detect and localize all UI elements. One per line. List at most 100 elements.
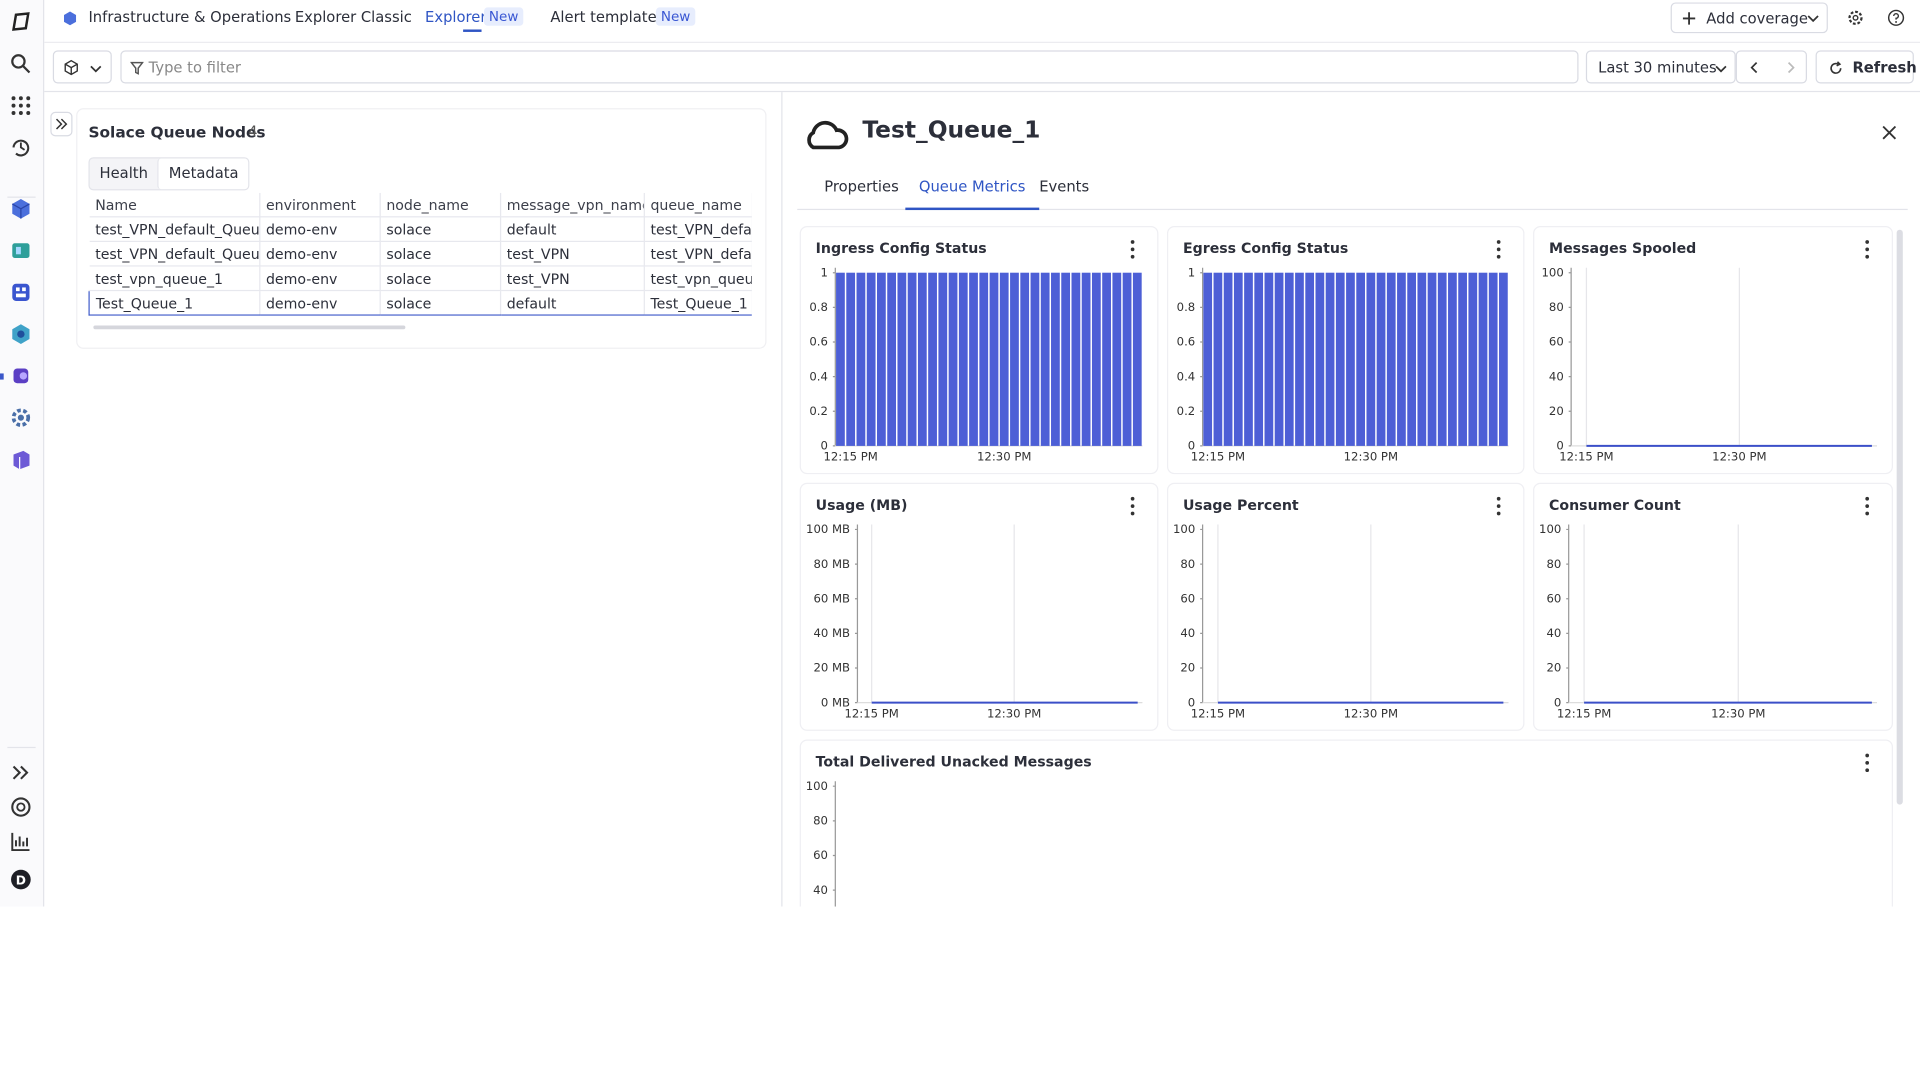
refresh-button[interactable]: Refresh (1815, 50, 1917, 84)
menu-dot (1865, 240, 1870, 244)
menu-dot (1865, 761, 1870, 765)
chart-card: Consumer Count 0 20 40 60 80 100 12:15 PM 12:30 … (1533, 482, 1893, 731)
active-underline (463, 29, 482, 32)
apps-icon[interactable] (9, 93, 34, 118)
bar (1040, 272, 1050, 446)
table-cell: default (499, 216, 645, 242)
app-icon[interactable] (9, 364, 34, 389)
divider (7, 746, 36, 749)
y-tick-label: 0.2 (809, 404, 828, 418)
chart: 0 20 40 60 80 100 12:15 PM 12:30 PM (1539, 496, 1878, 720)
bar (1335, 272, 1345, 446)
settings-icon[interactable] (1846, 9, 1864, 27)
bar (1488, 272, 1498, 446)
timeframe-selector[interactable]: Last 30 minutes (1585, 50, 1736, 84)
stats-icon[interactable] (9, 829, 34, 854)
table-cell: test_VPN (499, 241, 645, 267)
settings-app-icon[interactable] (9, 405, 34, 430)
bar (1325, 272, 1335, 446)
view-tab[interactable]: Metadata (157, 158, 249, 190)
nav-tab[interactable]: Explorer (425, 8, 487, 26)
bar (1102, 272, 1111, 446)
chart-menu[interactable] (1130, 240, 1135, 259)
expand-panel[interactable] (50, 111, 73, 137)
table-cell: demo-env (259, 241, 381, 267)
x-tick-label: 12:15 PM (844, 706, 898, 720)
menu-dot (1496, 496, 1501, 501)
y-tick-label: 80 (1180, 557, 1195, 571)
app-name[interactable]: Infrastructure & Operations (88, 8, 292, 26)
table-row[interactable]: test_VPN_default_Queue demo-env solace defa… (89, 216, 752, 242)
bar (1417, 272, 1427, 446)
previous[interactable] (1749, 61, 1761, 74)
entity-type-dropdown[interactable] (52, 50, 112, 84)
y-tick-label: 0.2 (1177, 404, 1196, 418)
table-row[interactable]: test_vpn_queue_1 demo-env solace test_VPN te… (89, 265, 752, 292)
chart-menu[interactable] (1496, 240, 1501, 259)
table-row[interactable]: Test_Queue_1 demo-env solace default Test_Qu… (88, 289, 752, 316)
chart-card: Usage Percent 0 20 40 60 80 100 12:15 PM 12:30 P… (1166, 482, 1525, 731)
expand-icon (55, 118, 68, 130)
nav-tab[interactable]: Explorer Classic (294, 8, 412, 26)
infra-icon[interactable] (9, 197, 34, 222)
chart-menu[interactable] (1865, 753, 1870, 773)
table-cell: solace (379, 265, 501, 292)
app-icon[interactable] (9, 447, 34, 472)
history-icon[interactable] (9, 135, 34, 160)
time-shift[interactable] (1735, 50, 1807, 84)
app-icon[interactable] (9, 280, 34, 305)
cloud-icon (807, 120, 849, 150)
bar (1346, 272, 1355, 446)
chart-menu[interactable] (1130, 496, 1135, 516)
expand-icon[interactable] (9, 760, 34, 785)
nav-tab[interactable]: Alert templates (550, 8, 665, 26)
chart-menu[interactable] (1865, 240, 1870, 259)
bar (1061, 272, 1071, 446)
app-icon[interactable] (9, 238, 34, 263)
refresh-icon (1830, 61, 1842, 74)
table-cell: test_VPN_default_Queue (89, 241, 260, 267)
cube-icon (64, 59, 78, 76)
detail-tab[interactable]: Events (1039, 178, 1090, 196)
chart: 0 MB 20 MB 40 MB 60 MB 80 MB 100 MB 12:15 PM 12… (806, 496, 1143, 720)
chart-title: Usage Percent (1182, 496, 1299, 514)
bar (979, 272, 989, 446)
bar (1132, 272, 1142, 446)
chart-menu[interactable] (1865, 496, 1870, 516)
y-tick-label: 0.8 (809, 300, 828, 314)
next[interactable] (1785, 61, 1797, 74)
x-tick-label: 12:15 PM (1557, 706, 1611, 720)
y-tick-label: 0.4 (809, 369, 828, 383)
detail-tab[interactable]: Properties (824, 178, 899, 196)
search-icon[interactable] (9, 52, 34, 77)
app-icon[interactable] (9, 322, 34, 347)
column-header: Name (89, 192, 260, 218)
help-icon[interactable] (1887, 9, 1905, 27)
chevron (1807, 15, 1819, 23)
y-tick-label: 0 (1188, 439, 1195, 453)
table-cell: Test_Queue_1 (643, 289, 752, 316)
view-tab[interactable]: Health (99, 164, 148, 182)
y-tick-label: 60 (1546, 591, 1561, 605)
scrollbar (93, 325, 406, 330)
y-tick-label: 80 (1549, 300, 1564, 314)
detail-tab[interactable]: Queue Metrics (905, 178, 1039, 211)
close-button[interactable] (1882, 125, 1897, 140)
y-tick-label: 60 (1180, 591, 1195, 605)
entity-table: Name environment node_name message_vpn_name… (88, 192, 752, 316)
y-tick-label: 40 (813, 883, 828, 897)
help-center-icon[interactable] (9, 795, 34, 820)
bar (1122, 272, 1132, 446)
logo[interactable] (9, 10, 34, 35)
menu-dot (1130, 504, 1135, 508)
chart-menu[interactable] (1496, 496, 1501, 516)
table-row[interactable]: test_VPN_default_Queue demo-env solace test… (89, 241, 752, 267)
filter-input[interactable]: Type to filter (120, 50, 1579, 84)
header-row: Name environment node_name message_vpn_name… (89, 192, 752, 218)
column-header: environment (259, 192, 381, 218)
user-avatar[interactable]: D (9, 867, 34, 892)
chart-title: Usage (MB) (815, 496, 908, 514)
menu-dot (1130, 247, 1135, 252)
add-coverage-button[interactable]: Add coverage (1670, 2, 1828, 34)
